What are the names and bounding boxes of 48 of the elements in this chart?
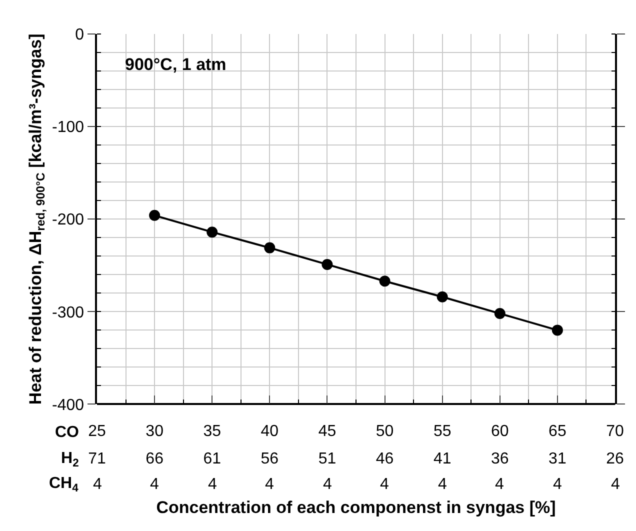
x2-tick-label: 36	[490, 450, 509, 468]
x2-tick-label: 66	[146, 450, 164, 468]
x-tick-label: 65	[548, 423, 566, 440]
x2-tick-label: 26	[606, 450, 624, 468]
text: 4	[208, 476, 217, 493]
x-tick-label: 30	[146, 423, 164, 440]
x-tick-label: 50	[376, 423, 394, 440]
x-tick-label: 40	[260, 423, 279, 440]
x-tick-label: 35	[203, 423, 222, 440]
x-tick-label: 55	[433, 423, 452, 440]
text: 4	[438, 476, 447, 493]
y-tick-label: -100	[52, 119, 84, 136]
x2-tick-label: 71	[88, 450, 106, 468]
text: 4	[495, 476, 504, 493]
text: 4	[380, 476, 389, 493]
y-tick-label: -400	[52, 396, 84, 414]
y-tick-label: -300	[52, 304, 84, 322]
annotation: 900°C, 1 atm	[125, 55, 226, 74]
text: CO	[55, 424, 79, 441]
x-tick-label: 70	[606, 423, 624, 440]
y-tick-label: -200	[52, 212, 84, 229]
point	[379, 276, 390, 287]
text: 4	[265, 476, 274, 493]
point	[494, 308, 506, 320]
x-tick-label: 25	[88, 423, 106, 440]
x-tick-label: 60	[490, 423, 509, 440]
text: 4	[611, 476, 620, 493]
point	[149, 210, 160, 221]
text: 4	[150, 476, 159, 493]
point	[552, 324, 563, 336]
text: 4	[93, 476, 102, 493]
text: CH$_{4}$	[49, 475, 80, 494]
x-axis-title: Concentration of each componenst in syngas [%]	[156, 498, 556, 517]
x2-tick-label: 51	[318, 450, 336, 468]
x2-tick-label: 46	[376, 450, 394, 468]
y-tick-label: 0	[75, 26, 84, 44]
x2-tick-label: 56	[260, 450, 279, 468]
x2-tick-label: 61	[203, 450, 222, 468]
x-tick-label: 45	[318, 423, 336, 440]
point	[206, 226, 218, 238]
text: 4	[553, 476, 562, 493]
point	[322, 258, 333, 270]
text: 4	[323, 476, 332, 493]
text: H$_{2}$	[61, 450, 79, 470]
x2-tick-label: 31	[548, 450, 566, 468]
x2-tick-label: 41	[433, 450, 452, 468]
point	[436, 291, 448, 302]
point	[264, 242, 276, 254]
